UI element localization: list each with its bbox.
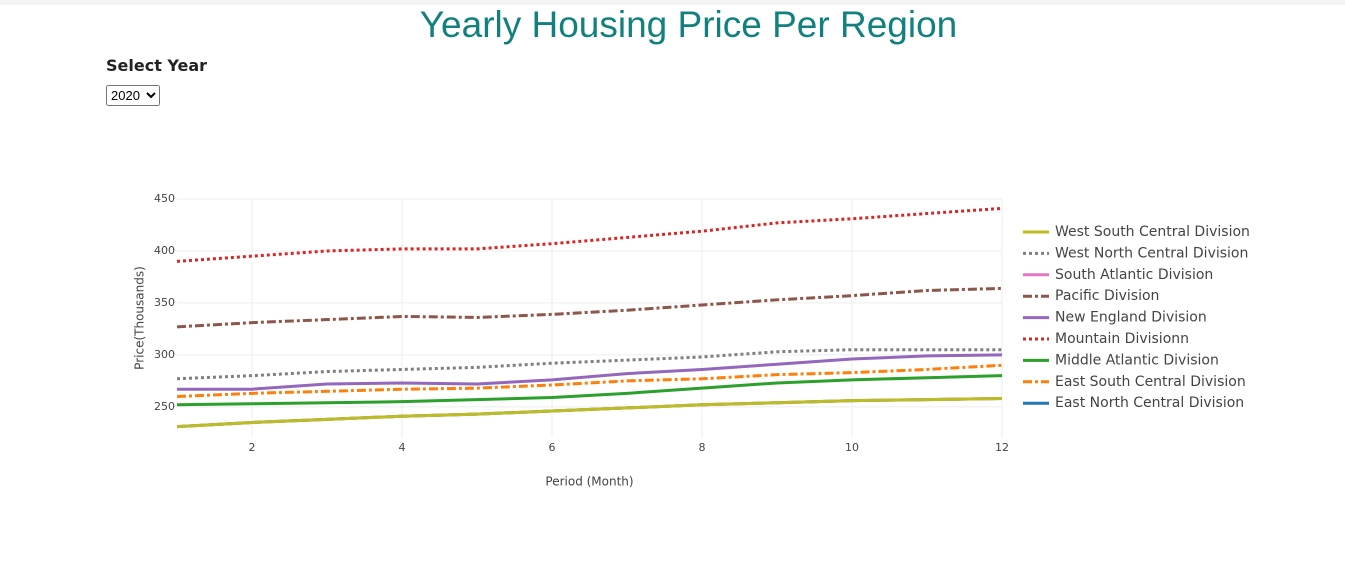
legend-label: Pacific Division bbox=[1055, 288, 1159, 304]
x-tick-label: 8 bbox=[699, 441, 706, 454]
top-bar bbox=[0, 0, 1345, 5]
y-axis-label: Price(Thousands) bbox=[133, 266, 147, 370]
series-line bbox=[177, 286, 1002, 329]
legend-label: Middle Atlantic Division bbox=[1055, 352, 1219, 368]
y-tick-label: 400 bbox=[154, 244, 175, 257]
page-title: Yearly Housing Price Per Region bbox=[419, 4, 958, 45]
legend-label: West South Central Division bbox=[1055, 224, 1250, 240]
legend-label: South Atlantic Division bbox=[1055, 267, 1213, 283]
dropdown-label: Select Year bbox=[106, 56, 208, 75]
x-tick-label: 2 bbox=[249, 441, 256, 454]
y-tick-label: 250 bbox=[154, 400, 175, 413]
y-tick-label: 350 bbox=[154, 296, 175, 309]
series-line bbox=[177, 397, 1002, 429]
x-tick-label: 10 bbox=[845, 441, 859, 454]
x-tick-label: 6 bbox=[549, 441, 556, 454]
y-tick-label: 300 bbox=[154, 348, 175, 361]
series-line bbox=[177, 353, 1002, 391]
legend-label: West North Central Division bbox=[1055, 245, 1248, 261]
x-tick-label: 4 bbox=[399, 441, 406, 454]
y-tick-label: 450 bbox=[154, 192, 175, 205]
legend-label: Mountain Divisionn bbox=[1055, 331, 1189, 347]
x-axis-label: Period (Month) bbox=[545, 475, 633, 489]
series-line bbox=[177, 363, 1002, 398]
legend-label: East South Central Division bbox=[1055, 374, 1246, 390]
legend-label: New England Division bbox=[1055, 310, 1207, 326]
x-tick-label: 12 bbox=[995, 441, 1009, 454]
series-line bbox=[177, 206, 1002, 263]
year-dropdown[interactable]: 2020 bbox=[106, 85, 160, 106]
series-line bbox=[177, 374, 1002, 407]
series-line bbox=[177, 348, 1002, 381]
legend-label: East North Central Division bbox=[1055, 395, 1244, 411]
